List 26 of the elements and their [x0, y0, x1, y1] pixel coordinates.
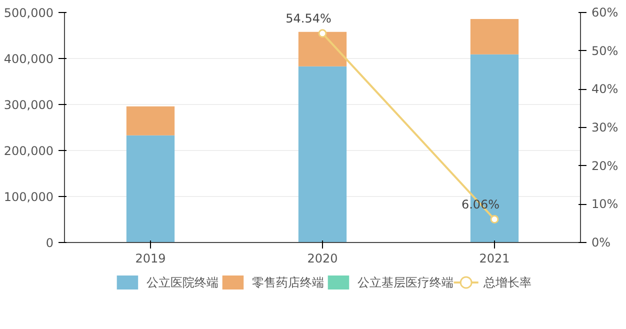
legend-label: 公立基层医疗终端	[357, 276, 454, 290]
legend-label: 公立医院终端	[146, 276, 218, 290]
y-tick-label: 100,000	[4, 190, 54, 204]
y2-tick-label: 20%	[592, 158, 618, 173]
y-tick-label: 0	[46, 236, 54, 250]
y-tick-label: 300,000	[4, 98, 54, 112]
y-tick-label: 500,000	[4, 6, 54, 20]
bar	[470, 18, 519, 54]
y2-tick-label: 40%	[592, 82, 618, 96]
bar	[126, 106, 175, 136]
legend-label: 总增长率	[482, 276, 532, 290]
y2-tick-label: 60%	[592, 6, 618, 20]
y2-tick-label: 50%	[592, 44, 618, 58]
x-tick-label: 2019	[135, 252, 166, 266]
y2-tick-label: 0%	[592, 236, 611, 250]
y-tick-label: 400,000	[4, 52, 54, 66]
y2-tick-label: 30%	[592, 120, 618, 134]
y-tick-label: 200,000	[4, 144, 54, 158]
data-label: 54.54%	[286, 11, 332, 26]
bar	[126, 135, 175, 242]
bar	[298, 32, 347, 66]
legend-label: 零售药店终端	[252, 276, 324, 290]
bar	[298, 66, 347, 242]
x-tick-label: 2020	[307, 252, 338, 266]
x-tick-label: 2021	[479, 252, 510, 266]
y2-tick-label: 10%	[592, 197, 618, 212]
